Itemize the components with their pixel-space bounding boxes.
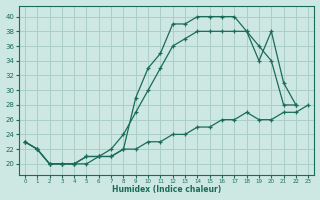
X-axis label: Humidex (Indice chaleur): Humidex (Indice chaleur)	[112, 185, 221, 194]
